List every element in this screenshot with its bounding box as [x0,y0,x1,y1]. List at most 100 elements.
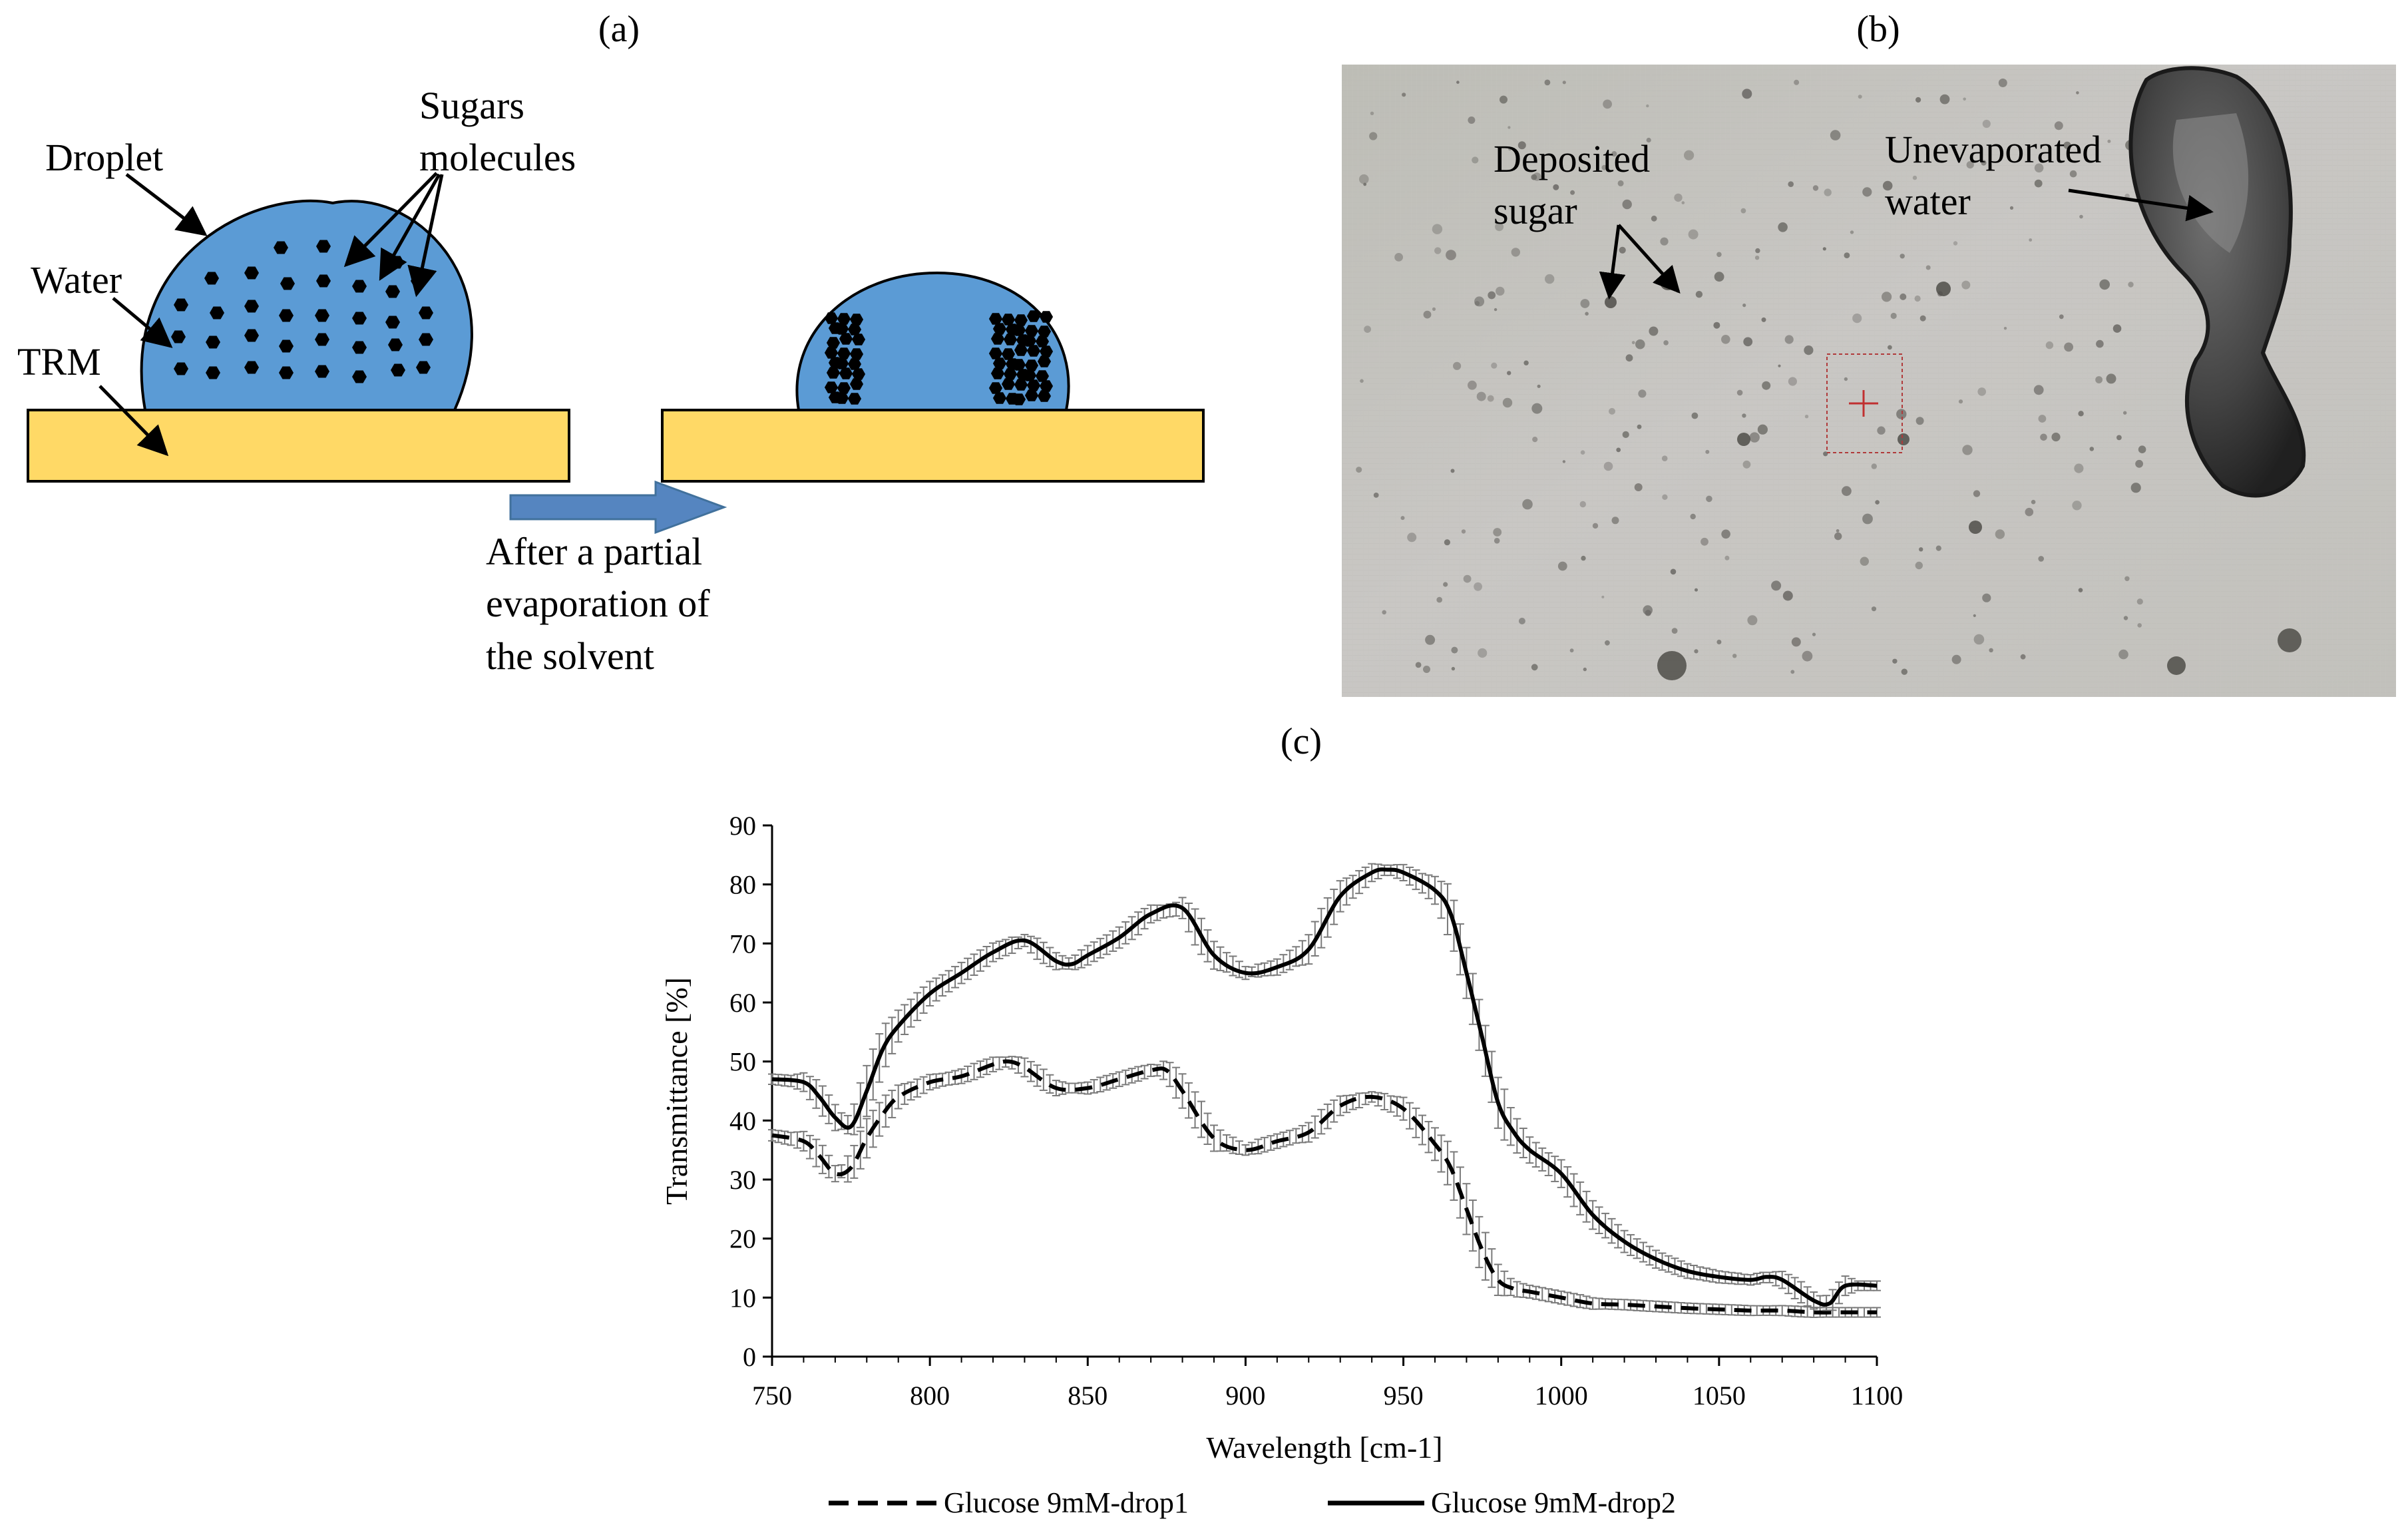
sugar-deposit [1407,533,1417,543]
sugar-deposit [1740,208,1746,214]
sugar-deposit [1356,467,1362,473]
sugar-deposit [1545,274,1555,284]
sugar-deposit [1645,610,1651,616]
sugar-deposit [1476,391,1486,401]
sugar-deposit [1701,537,1708,546]
sugar-deposit [1446,250,1456,260]
sugar-deposit [1634,483,1643,491]
y-tick-label: 40 [729,1106,756,1136]
sugar-deposit [1488,291,1496,300]
sugar-deposit [1432,224,1443,234]
sugar-deposit [1523,360,1529,365]
sugar-deposit [1400,516,1405,521]
sugar-deposit [2020,654,2026,660]
sugar-deposit [2099,279,2110,290]
sugar-deposit [1649,326,1659,336]
sugar-deposit [1939,94,1950,105]
data-point [1482,1250,1483,1251]
x-tick-label: 1100 [1851,1381,1904,1411]
y-tick-label: 20 [729,1224,756,1254]
sugar-deposit [1862,187,1872,197]
sugar-deposit [1468,380,1477,390]
sugar-deposit [1592,523,1599,529]
sugar-deposit [2124,576,2130,581]
chart-legend: Glucose 9mM-drop1 Glucose 9mM-drop2 [829,1486,1676,1519]
sugar-deposit [1662,494,1668,500]
droplet-label: Droplet [45,136,163,179]
sugar-deposit [1724,555,1730,560]
sugar-deposit [1360,379,1364,383]
sugar-deposit [1705,449,1710,454]
sugar-deposit [1844,377,1848,381]
sugar-deposit [1742,413,1746,418]
sugar-deposit [1364,326,1372,333]
sugar-deposit [1743,337,1753,347]
sugar-deposit [1553,184,1559,190]
sugar-deposit [1791,637,1801,647]
sugar-deposit [1757,424,1768,435]
sugar-deposit [1681,201,1685,204]
sugar-deposit [1721,529,1730,539]
transmittance-chart: 0 10 20 30 40 50 60 70 80 90 750 800 850 900 950 1000 10… [660,811,1903,1519]
deposited-sugar-dots [1356,79,2302,680]
sugar-deposit [1862,513,1873,525]
sugar-deposit [2045,341,2054,349]
sugar-deposit [2040,433,2047,441]
sugar-deposit [1742,304,1746,308]
sugar-deposit [1915,97,1921,103]
sugar-deposit [2078,411,2084,417]
sugar-deposit [2064,342,2074,352]
sugar-deposit [1958,399,1963,404]
x-axis-label: Wavelength [cm-1] [1206,1430,1442,1464]
sugar-deposit [1982,119,1991,128]
sugar-deposit [1747,615,1758,626]
sugar-deposit [1562,460,1566,463]
sugar-deposit [1844,252,1850,258]
sugar-deposit [1953,241,1958,246]
sugar-deposit [1500,95,1507,104]
sugar-deposit [1493,528,1502,537]
sugar-deposit [1646,137,1651,143]
sugar-deposit [1619,246,1626,254]
deposited-label-line2: sugar [1494,189,1577,232]
y-tick-label: 60 [729,988,756,1018]
sugar-deposit [1373,493,1379,498]
sugar-deposit [1762,381,1771,390]
sugar-deposit [1601,595,1605,598]
sugar-deposit [2054,121,2063,130]
panel-a-label: (a) [598,9,640,50]
sugar-deposit [1562,81,1566,85]
sugar-deposit [1788,181,1794,188]
x-tick-label: 950 [1384,1381,1424,1411]
sugar-deposit [1622,199,1632,210]
sugar-deposit [1962,445,1973,455]
sugar-deposit [2025,507,2034,517]
sugar-deposit [1660,237,1669,246]
sugar-deposit [1914,295,1921,302]
sugar-deposit [1822,247,1826,251]
sugar-deposit [1749,432,1760,443]
sugar-deposit [1973,634,1985,645]
sugar-deposit [1570,190,1575,195]
panel-b-photo: (b) Deposited sugar Unevaporated water [1342,9,2396,697]
sugar-deposit [1494,308,1498,312]
sugar-deposit [1842,486,1852,497]
sugar-deposit [2135,459,2144,468]
sugar-deposit [1670,568,1677,575]
sugar-deposit [1495,222,1504,232]
sugar-deposit [1363,182,1367,186]
sugar-deposit [2069,170,2077,178]
sugar-deposit [1370,111,1374,115]
sugar-deposit [1456,81,1460,84]
sugar-deposit [1451,646,1458,654]
sugar-deposit [1871,606,1877,612]
sugar-deposit [1830,130,1841,140]
sugar-deposit [2278,628,2302,652]
sugar-deposit [1359,174,1369,184]
sugar-deposit [1794,79,1800,85]
water-pointer [112,297,173,348]
sugar-deposit [1468,116,1476,124]
sugar-deposit [1478,648,1488,658]
sugar-deposit [1674,193,1683,202]
sugar-deposit [2009,206,2014,210]
